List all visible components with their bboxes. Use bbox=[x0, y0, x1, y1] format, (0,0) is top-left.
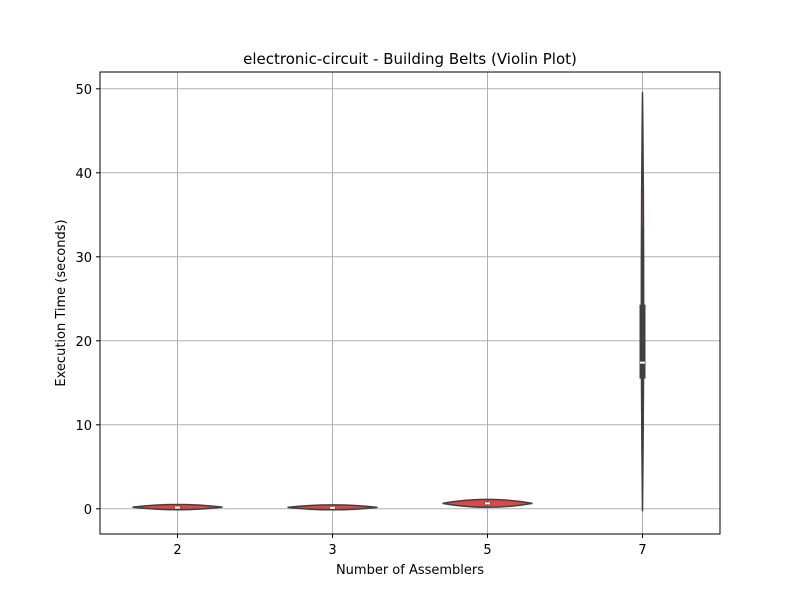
ticks: 0 10 20 30 40 50 2 3 5 7 bbox=[75, 83, 646, 558]
x-tick-label: 3 bbox=[328, 543, 336, 558]
y-tick-label: 20 bbox=[75, 335, 92, 350]
violin-median bbox=[640, 361, 645, 364]
x-tick-label: 7 bbox=[638, 543, 646, 558]
y-tick-label: 0 bbox=[84, 503, 92, 518]
y-tick-label: 50 bbox=[75, 83, 92, 98]
violin-iqr-box bbox=[639, 304, 646, 379]
x-tick-label: 2 bbox=[173, 543, 181, 558]
violins bbox=[132, 92, 646, 512]
violin-median bbox=[485, 502, 490, 505]
y-tick-label: 40 bbox=[75, 167, 92, 182]
violin-median bbox=[175, 506, 180, 509]
violin-median bbox=[330, 506, 335, 509]
y-axis-label: Execution Time (seconds) bbox=[54, 219, 69, 386]
y-tick-label: 30 bbox=[75, 251, 92, 266]
plot-frame bbox=[99, 71, 721, 535]
x-axis-label: Number of Assemblers bbox=[336, 563, 484, 578]
chart-title: electronic-circuit - Building Belts (Vio… bbox=[243, 50, 577, 68]
y-tick-label: 10 bbox=[75, 419, 92, 434]
x-tick-label: 5 bbox=[483, 543, 491, 558]
